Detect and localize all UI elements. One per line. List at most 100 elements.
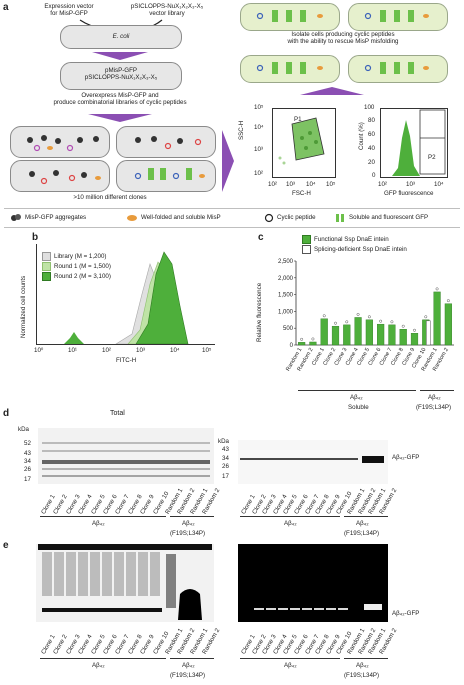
facs1-ytick-1: 10⁴ (254, 124, 264, 131)
panel-d-right-marker-17: 17 (222, 473, 229, 480)
facs1-ylabel: SSC-H (238, 120, 245, 140)
legend-bar: MisP-GFP aggregates Well-folded and solu… (4, 208, 460, 228)
data-point (356, 312, 360, 316)
gfp-icon (336, 214, 344, 222)
panel-d-group-label-4: Aβ₄₂ (284, 520, 297, 527)
panel-c-group-label-1: Aβ₄₂ (350, 394, 363, 401)
facs1-xtick-2: 10⁴ (306, 181, 316, 188)
isolate-label: Isolate cells producing cyclic peptides … (287, 31, 399, 46)
panel-d-group-label-3: (F19S;L34P) (170, 530, 206, 537)
data-point (401, 324, 405, 328)
down-arrow-1 (92, 52, 148, 60)
folded-misp-icon (127, 215, 137, 221)
panel-b-xtick-3: 10³ (136, 347, 145, 354)
data-point (311, 337, 315, 341)
panel-b-legend: Library (M = 1,200) Round 1 (M = 1,500) … (42, 252, 111, 281)
overexpress-label: Overexpress MisP-GFP and produce combina… (53, 92, 187, 107)
panel-c-group-label-3: (F19S;L34P) (416, 404, 452, 411)
panel-b-histograms (64, 251, 189, 344)
panel-d-blot-soluble-bands (240, 456, 384, 463)
panel-d-group-label-5: Aβ₄₂ (356, 520, 369, 527)
data-point (446, 299, 450, 303)
panel-e-group-label-1: Aβ₄₂ (92, 662, 105, 669)
panel-d-band-label: Aβ₄₂-GFP (392, 454, 420, 461)
panel-e-gel-right (238, 544, 388, 622)
bar (298, 342, 306, 346)
data-point (334, 321, 337, 325)
y-tick-label: 1,000 (278, 309, 294, 315)
panel-d-group-line-1 (40, 516, 166, 517)
panel-b-xtick-2: 10² (102, 347, 111, 354)
panel-b-legend-library: Library (M = 1,200) (42, 252, 111, 261)
facs1-xtick-0: 10² (268, 181, 277, 188)
facs2-ytick-2: 60 (368, 131, 375, 138)
panel-c-legend-swatch-functional (302, 235, 311, 244)
panel-d-group-label-1: Aβ₄₂ (92, 520, 105, 527)
panel-letter-d: d (3, 408, 10, 419)
panel-e-group-label-2: Aβ₄₂ (182, 662, 195, 669)
facs2-plot (380, 108, 448, 178)
panel-d-right-marker-26: 26 (222, 463, 229, 470)
panel-e-gel-left-bands (38, 544, 212, 620)
bar (309, 341, 317, 346)
panel-letter-b: b (32, 232, 39, 243)
bar (331, 325, 340, 346)
panel-b-legend-round2: Round 2 (M = 3,100) (42, 272, 111, 281)
y-tick-label: 500 (283, 326, 294, 332)
legend-item-cyclic: Cyclic peptide (264, 213, 316, 223)
facs2-ytick-0: 100 (364, 104, 375, 111)
panel-b-xtick-0: 10⁰ (34, 347, 44, 354)
legend-label-folded: Well-folded and soluble MisP (141, 214, 221, 222)
bar (410, 333, 419, 346)
cell2-line1: pMisP-GFP (105, 67, 137, 74)
panel-d-marker-26: 26 (24, 466, 31, 473)
bar (343, 324, 351, 346)
panel-d-blot-total (38, 428, 214, 484)
data-point (413, 328, 416, 332)
facs2-xlabel: GFP fluorescence (384, 190, 434, 197)
facs2-histogram (392, 109, 446, 176)
y-tick-label: 0 (290, 343, 294, 349)
panel-c-group-label-2: Aβ₄₂ (428, 394, 441, 401)
panel-b-legend-swatch-round2 (42, 272, 51, 281)
panel-b-xtick-1: 10¹ (68, 347, 77, 354)
y-tick-label: 2,500 (278, 259, 294, 265)
panel-e-group-label-3: (F19S;L34P) (170, 672, 206, 679)
panel-c-legend-swatch-deficient (302, 245, 311, 254)
data-point (379, 319, 383, 323)
cyclic-peptide-icon (264, 213, 274, 223)
data-point (435, 287, 439, 291)
bar (365, 319, 373, 346)
facs1-xlabel: FSC-H (292, 190, 311, 197)
panel-c-legend: Functional Ssp DnaE intein Splicing-defi… (302, 235, 407, 254)
panel-d-right-kda: kDa (218, 438, 230, 445)
bar (388, 324, 396, 346)
panel-e-band-label: Aβ₄₂-GFP (392, 610, 420, 617)
expression-vector-label: Expression vector for MisP-GFP (44, 3, 94, 18)
data-point (300, 337, 304, 341)
data-point (424, 315, 428, 319)
data-point (322, 314, 326, 318)
panel-b-legend-label-round1: Round 1 (M = 1,500) (54, 262, 111, 270)
bar-deficient (426, 320, 431, 346)
panel-c-legend-label-deficient: Splicing-deficient Ssp DnaE intein (314, 245, 407, 253)
panel-e-group-label-5: Aβ₄₂ (356, 662, 369, 669)
data-point (390, 320, 394, 324)
panel-b-axes (36, 244, 215, 345)
data-point (345, 320, 349, 324)
facs1-ytick-2: 10³ (254, 146, 263, 153)
rescued-cell-1 (240, 3, 340, 31)
panel-c-legend-functional: Functional Ssp DnaE intein (302, 235, 407, 244)
panel-d-kda: kDa (18, 426, 30, 433)
panel-d-marker-52: 52 (24, 440, 31, 447)
facs1-ytick-3: 10² (254, 170, 263, 177)
panel-e-group-label-4: Aβ₄₂ (284, 662, 297, 669)
panel-b-xtick-4: 10⁴ (170, 347, 180, 354)
facs1-ytick-0: 10⁵ (254, 104, 264, 111)
panel-d-marker-17: 17 (24, 476, 31, 483)
panel-b-legend-label-library: Library (M = 1,200) (54, 252, 107, 260)
bar (433, 291, 441, 346)
y-tick-label: 1,500 (278, 293, 294, 299)
panel-d-group-line-2 (170, 516, 214, 517)
panel-b-legend-swatch-library (42, 252, 51, 261)
